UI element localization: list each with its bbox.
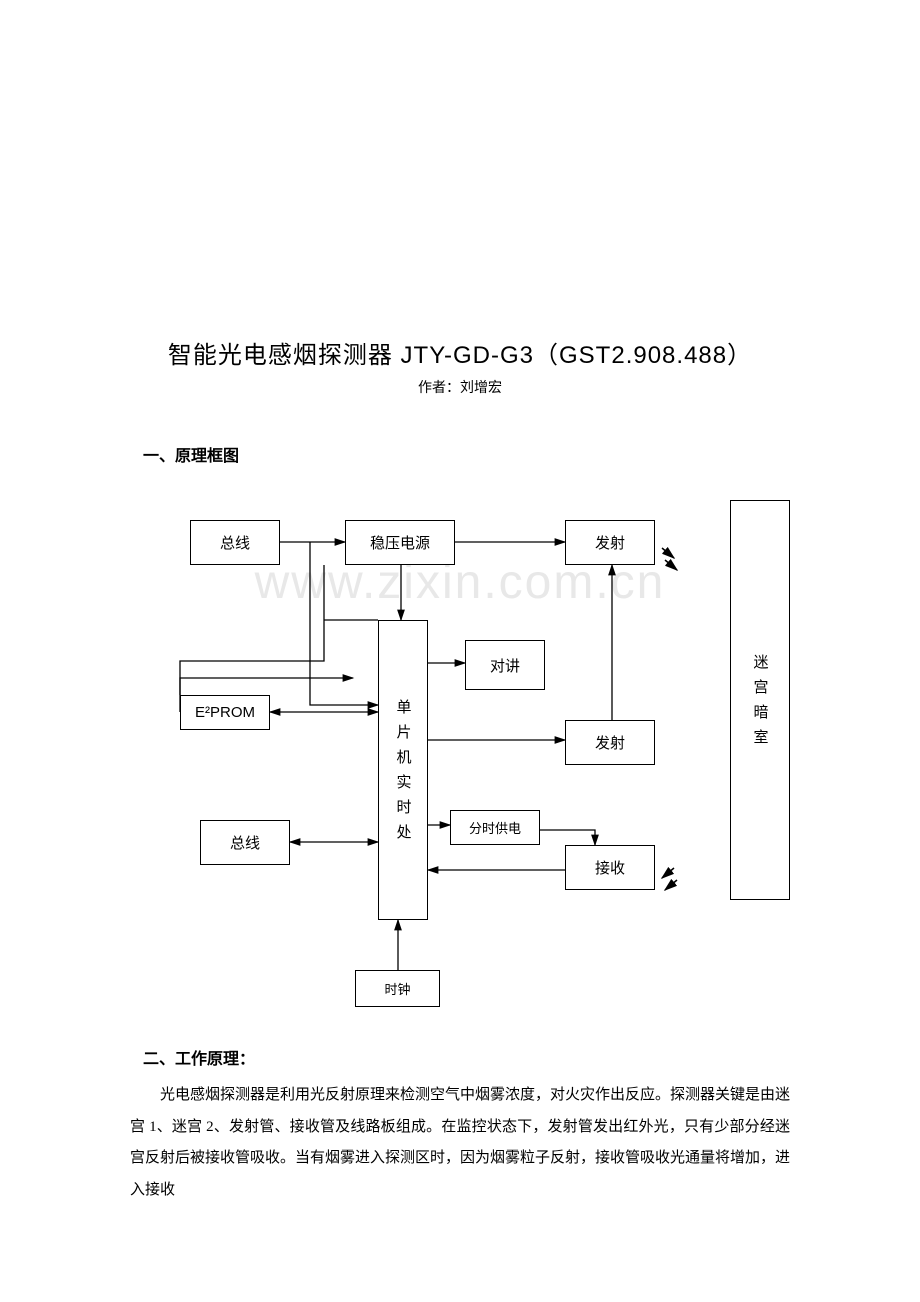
node-talk: 对讲 xyxy=(465,640,545,690)
node-bus2: 总线 xyxy=(200,820,290,865)
node-mcu: 单片机实时处 xyxy=(378,620,428,920)
block-diagram: 总线稳压电源发射E²PROM单片机实时处对讲发射总线分时供电接收时钟迷宫暗室 xyxy=(150,500,800,1010)
section-heading-2: 二、工作原理： xyxy=(143,1045,255,1069)
body-paragraph: 光电感烟探测器是利用光反射原理来检测空气中烟雾浓度，对火灾作出反应。探测器关键是… xyxy=(130,1080,790,1206)
edge-2 xyxy=(310,542,378,705)
node-emit1: 发射 xyxy=(565,520,655,565)
node-bus1: 总线 xyxy=(190,520,280,565)
receive-rays-icon xyxy=(662,868,677,890)
node-tpower: 分时供电 xyxy=(450,810,540,845)
section-heading-1: 一、原理框图 xyxy=(143,442,239,466)
node-power: 稳压电源 xyxy=(345,520,455,565)
node-recv: 接收 xyxy=(565,845,655,890)
edge-12 xyxy=(540,830,595,845)
author-line: 作者：刘增宏 xyxy=(0,377,920,397)
edge-3 xyxy=(180,565,378,712)
node-eeprom: E²PROM xyxy=(180,695,270,730)
node-emit2: 发射 xyxy=(565,720,655,765)
page-title: 智能光电感烟探测器 JTY-GD-G3（GST2.908.488） xyxy=(0,335,920,370)
emit-rays-icon xyxy=(662,548,677,570)
edge-5 xyxy=(180,678,353,695)
author-name: 刘增宏 xyxy=(460,381,502,396)
body-para-1: 光电感烟探测器是利用光反射原理来检测空气中烟雾浓度，对火灾作出反应。探测器关键是… xyxy=(130,1080,790,1206)
diagram-connectors xyxy=(150,500,800,1010)
author-label: 作者： xyxy=(418,381,460,396)
node-clock: 时钟 xyxy=(355,970,440,1007)
node-chamber: 迷宫暗室 xyxy=(730,500,790,900)
